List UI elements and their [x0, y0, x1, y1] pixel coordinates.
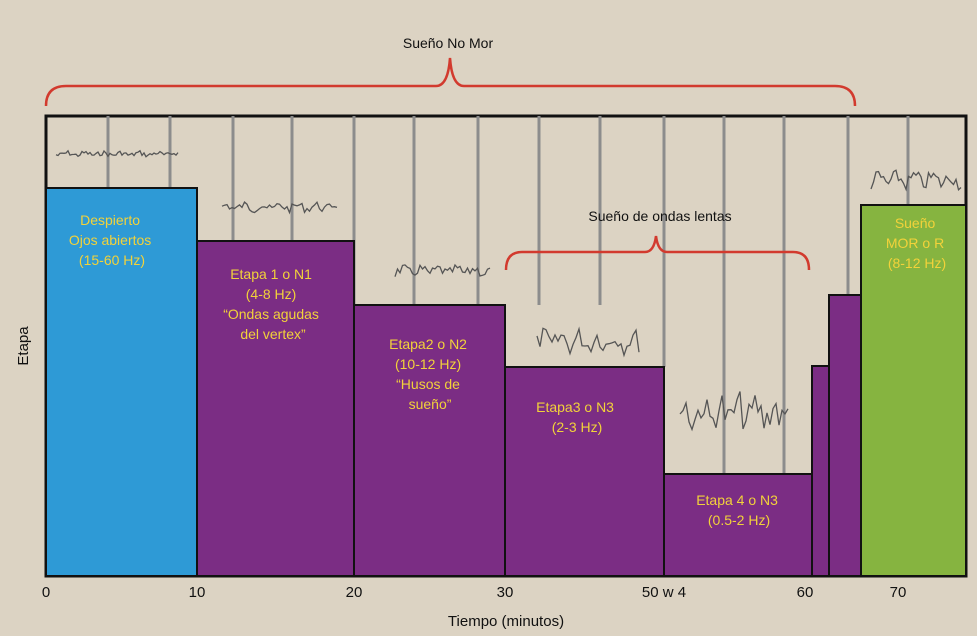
- label-rem: Sueño MOR o R (8-12 Hz): [886, 215, 948, 271]
- eeg-trace: [221, 200, 338, 215]
- nrem-brace-label: Sueño No Mor: [403, 35, 494, 51]
- block-stage3-return: [811, 365, 830, 577]
- x-tick-60: 60: [797, 584, 814, 601]
- sws-brace: [504, 235, 811, 271]
- x-tick-20: 20: [346, 584, 363, 601]
- block-stage4: [663, 473, 813, 577]
- x-tick-30: 30: [497, 584, 514, 601]
- x-tick-50w4: 50 w 4: [642, 584, 686, 601]
- y-axis-label: Etapa: [15, 326, 32, 366]
- eeg-trace: [55, 149, 179, 158]
- eeg-waveforms: [55, 149, 962, 432]
- block-awake: [45, 187, 198, 577]
- x-tick-10: 10: [189, 584, 206, 601]
- block-stage1: [196, 240, 355, 577]
- sws-brace-label: Sueño de ondas lentas: [588, 208, 731, 224]
- x-tick-0: 0: [42, 584, 50, 601]
- nrem-brace: [44, 57, 857, 107]
- label-stage4: Etapa 4 o N3 (0.5-2 Hz): [696, 492, 782, 528]
- label-awake: Despierto Ojos abiertos (15-60 Hz): [69, 212, 155, 268]
- stage-labels: Despierto Ojos abiertos (15-60 Hz) Etapa…: [69, 212, 948, 528]
- eeg-trace: [394, 263, 491, 277]
- block-rem: [860, 204, 967, 577]
- stage-tick-lines: [106, 116, 910, 474]
- label-stage1: Etapa 1 o N1 (4-8 Hz) “Ondas agudas del …: [223, 266, 323, 342]
- x-tick-70: 70: [890, 584, 907, 601]
- eeg-trace: [870, 169, 962, 192]
- stage-blocks: [45, 187, 967, 577]
- label-stage2: Etapa2 o N2 (10-12 Hz) “Husos de sueño”: [389, 336, 471, 412]
- block-stage2-return: [828, 294, 862, 577]
- x-axis-label: Tiempo (minutos): [448, 613, 564, 630]
- eeg-trace: [679, 391, 789, 432]
- x-tick-labels: 0 10 20 30 50 w 4 60 70: [42, 584, 907, 601]
- label-stage3: Etapa3 o N3 (2-3 Hz): [536, 399, 618, 435]
- eeg-trace: [536, 326, 640, 358]
- block-stage3: [504, 366, 665, 577]
